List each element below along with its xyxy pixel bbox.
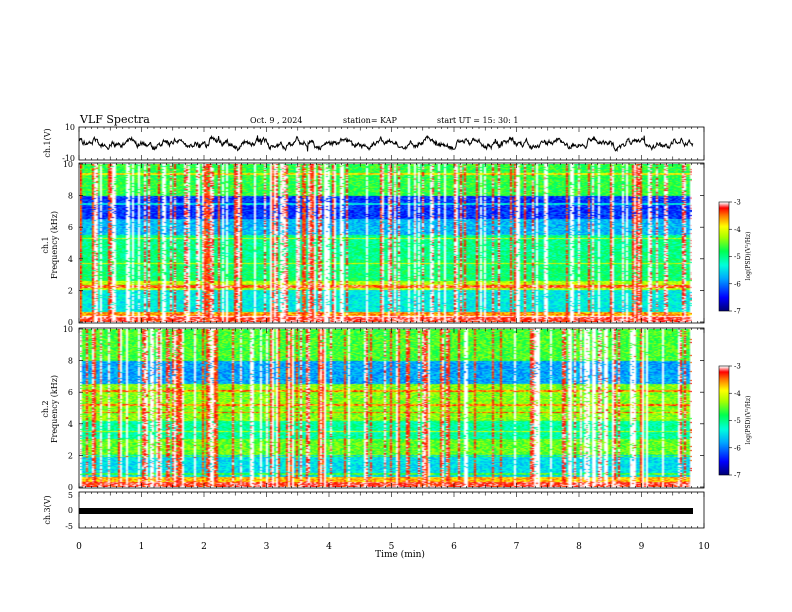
ch2-colorbar-tick-label: -4	[734, 390, 741, 398]
ch1-spec-ytick-label: 0	[68, 318, 73, 327]
plot-title: VLF Spectra	[79, 113, 150, 126]
ch3-ytick-top: 5	[68, 491, 73, 500]
x-tick-label: 6	[451, 542, 457, 552]
x-tick-label: 8	[576, 542, 582, 552]
ch2-colorbar-tick-label: -7	[734, 472, 741, 480]
x-tick-label: 10	[698, 542, 710, 552]
ch1-spectrogram-panel: 0 2 4 6 8 10 ch.1 Frequency (kHz)	[41, 160, 705, 327]
ch1-spec-ytick-label: 8	[68, 192, 73, 201]
ch2-channel-label: ch.2	[41, 400, 50, 417]
ch1-spec-ytick-label: 4	[68, 255, 73, 264]
ch2-spec-ytick-label: 10	[63, 325, 73, 334]
ch2-colorbar-tick-label: -6	[734, 444, 741, 452]
ch2-spectrogram-panel: 0 2 4 6 8 10 ch.2 Frequency (kHz)	[41, 325, 705, 492]
ch1-colorbar-tick-label: -7	[734, 308, 741, 316]
ch3-waveform-ylabel: ch.3(V)	[43, 495, 52, 524]
ch2-colorbar-gradient	[719, 366, 729, 475]
ch2-colorbar-tick-label: -5	[734, 417, 741, 425]
x-tick-label: 9	[639, 542, 645, 552]
ch2-spec-ytick-label: 0	[68, 483, 73, 492]
ch1-colorbar: -3 -4 -5 -6 -7 log(PSD)(V²/Hz)	[718, 199, 752, 316]
ch2-spectrogram-image	[80, 329, 692, 487]
ch1-spec-ytick-label: 10	[63, 160, 73, 169]
ch2-colorbar-label: log(PSD)(V²/Hz)	[745, 396, 752, 445]
x-tick-label: 3	[264, 542, 270, 552]
ch1-waveform-ylabel: ch.1(V)	[43, 128, 52, 157]
station-label: station= KAP	[343, 116, 398, 125]
x-tick-label: 5	[389, 542, 395, 552]
ch2-spec-ytick-label: 6	[68, 388, 73, 397]
ch1-colorbar-tick-label: -4	[734, 226, 741, 234]
ch3-waveform-trace	[79, 508, 693, 514]
ch1-colorbar-gradient	[719, 202, 729, 311]
ch1-colorbar-tick-label: -6	[734, 280, 741, 288]
x-tick-label: 1	[139, 542, 145, 552]
date-label: Oct. 9 , 2024	[250, 116, 302, 125]
ch1-ytick-bottom: -10	[62, 154, 75, 163]
x-tick-label: 0	[76, 542, 82, 552]
start-time-label: start UT = 15: 30: 1	[437, 116, 518, 125]
ch1-colorbar-label: log(PSD)(V²/Hz)	[745, 232, 752, 281]
ch1-channel-label: ch.1	[41, 236, 50, 253]
ch1-freq-ylabel: Frequency (kHz)	[50, 211, 59, 279]
ch2-spec-ytick-label: 8	[68, 357, 73, 366]
x-axis-title: Time (min)	[375, 549, 425, 560]
ch2-spec-ytick-label: 2	[68, 451, 73, 460]
x-tick-label: 4	[326, 542, 332, 552]
ch1-spectrogram-image	[80, 164, 692, 322]
ch2-colorbar-tick-label: -3	[734, 363, 741, 371]
x-axis: 0 1 2 3 4 5 6 7 8 9 10 Time (min)	[76, 542, 710, 560]
ch3-ytick-mid: 0	[68, 506, 73, 515]
ch1-spec-ytick-label: 6	[68, 223, 73, 232]
ch1-colorbar-tick-label: -5	[734, 253, 741, 261]
ch3-ytick-bottom: -5	[65, 522, 73, 531]
ch1-spec-ytick-label: 2	[68, 286, 73, 295]
ch2-spec-ytick-label: 4	[68, 420, 73, 429]
ch2-freq-ylabel: Frequency (kHz)	[50, 375, 59, 443]
x-tick-label: 2	[201, 542, 207, 552]
ch2-colorbar: -3 -4 -5 -6 -7 log(PSD)(V²/Hz)	[718, 363, 752, 480]
x-tick-label: 7	[514, 542, 520, 552]
ch1-colorbar-tick-label: -3	[734, 199, 741, 207]
ch1-waveform-panel: 10 -10 ch.1(V)	[43, 123, 705, 163]
ch1-waveform-trace	[78, 134, 694, 153]
ch3-waveform-panel: 5 0 -5 ch.3(V)	[43, 491, 705, 531]
ch1-ytick-top: 10	[65, 123, 75, 132]
